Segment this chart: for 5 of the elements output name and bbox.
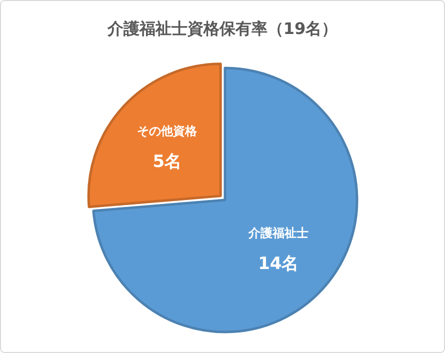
- slice-label: 介護福祉士: [247, 226, 308, 240]
- data-label: 5名: [152, 152, 182, 172]
- data-label: 14名: [258, 254, 299, 274]
- chart-title: 介護福祉士資格保有率（19名）: [106, 19, 338, 38]
- slice-label: その他資格: [137, 124, 198, 138]
